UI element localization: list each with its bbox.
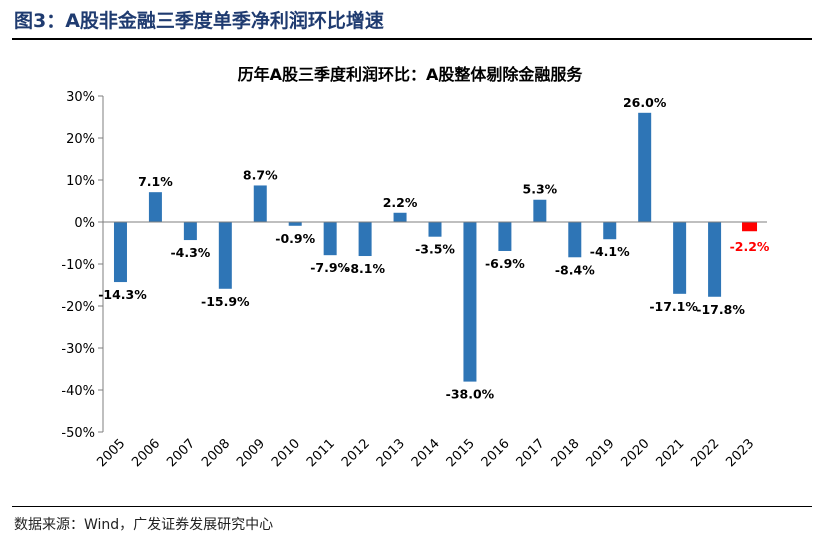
bar-2005: [113, 222, 127, 283]
value-label-2018: -8.4%: [555, 262, 595, 277]
value-label-2022: -17.8%: [696, 302, 745, 317]
x-tick-label: 2022: [688, 436, 722, 470]
x-tick-label: 2014: [409, 436, 443, 470]
value-label-2011: -7.9%: [310, 260, 350, 275]
value-label-2014: -3.5%: [415, 242, 455, 257]
bar-2015: [463, 222, 477, 382]
x-tick-label: 2007: [164, 436, 198, 470]
value-label-2010: -0.9%: [275, 231, 315, 246]
x-tick-label: 2016: [479, 436, 513, 470]
bar-2012: [358, 222, 372, 257]
value-label-2020: 26.0%: [623, 95, 667, 110]
y-tick-label: -40%: [61, 384, 95, 399]
value-label-2005: -14.3%: [98, 287, 147, 302]
x-tick-label: 2013: [374, 436, 408, 470]
bar-2007: [183, 222, 197, 241]
x-tick-label: 2009: [234, 436, 268, 470]
value-label-2007: -4.3%: [170, 245, 210, 260]
value-label-2015: -38.0%: [446, 387, 495, 402]
x-tick-label: 2010: [269, 436, 303, 470]
bar-2018: [568, 222, 582, 258]
bar-2014: [428, 222, 442, 237]
x-tick-label: 2012: [339, 436, 373, 470]
bar-2017: [533, 199, 547, 222]
bar-2021: [673, 222, 687, 294]
y-tick-label: -50%: [61, 426, 95, 441]
bar-2019: [603, 222, 617, 240]
y-axis: 30% 20% 10% 0% -10% -20% -30% -40% -50%: [61, 90, 104, 441]
x-tick-label: 2017: [514, 436, 548, 470]
bars: [113, 112, 758, 382]
value-label-2019: -4.1%: [590, 244, 630, 259]
source-note: 数据来源：Wind，广发证券发展研究中心: [14, 517, 274, 533]
bar-2008: [218, 222, 232, 289]
x-tick-label: 2008: [199, 436, 233, 470]
x-tick-label: 2006: [129, 436, 163, 470]
value-label-2017: 5.3%: [523, 182, 558, 197]
chart-title: 历年A股三季度利润环比：A股整体剔除金融服务: [238, 65, 584, 84]
top-divider: [12, 38, 812, 40]
value-label-2006: 7.1%: [138, 174, 173, 189]
x-tick-label: 2019: [584, 436, 618, 470]
x-tick-label: 2018: [549, 436, 583, 470]
value-label-2009: 8.7%: [243, 167, 278, 182]
bar-2006: [148, 192, 162, 222]
x-tick-label: 2011: [304, 436, 338, 470]
bar-2016: [498, 222, 512, 251]
value-label-2021: -17.1%: [649, 299, 698, 314]
y-tick-label: -30%: [61, 342, 95, 357]
y-tick-label: -20%: [61, 300, 95, 315]
bottom-divider: [12, 506, 812, 507]
bar-2011: [323, 222, 337, 256]
value-label-2023: -2.2%: [730, 239, 770, 254]
value-label-2012: -8.1%: [345, 261, 385, 276]
bar-2009: [253, 185, 267, 222]
y-tick-label: 10%: [66, 174, 95, 189]
value-label-2008: -15.9%: [201, 294, 250, 309]
value-label-2013: 2.2%: [383, 195, 418, 210]
bar-2020: [638, 112, 652, 222]
x-tick-label: 2020: [619, 436, 653, 470]
bar-2023: [742, 222, 758, 232]
x-tick-label: 2021: [653, 436, 687, 470]
y-tick-label: 0%: [74, 216, 95, 231]
x-tick-label: 2015: [444, 436, 478, 470]
y-tick-label: 30%: [66, 90, 95, 105]
x-tick-label: 2023: [723, 436, 757, 470]
y-tick-label: -10%: [61, 258, 95, 273]
value-labels: -14.3% 7.1% -4.3% -15.9% 8.7% -0.9% -7.9%-8.1%…: [98, 95, 770, 402]
bar-2022: [708, 222, 722, 297]
y-tick-label: 20%: [66, 132, 95, 147]
x-tick-label: 2005: [94, 436, 128, 470]
figure-title: 图3：A股非金融三季度单季净利润环比增速: [14, 10, 384, 32]
bar-2013: [393, 212, 407, 222]
value-label-2016: -6.9%: [485, 256, 525, 271]
bar-2010: [288, 222, 302, 226]
